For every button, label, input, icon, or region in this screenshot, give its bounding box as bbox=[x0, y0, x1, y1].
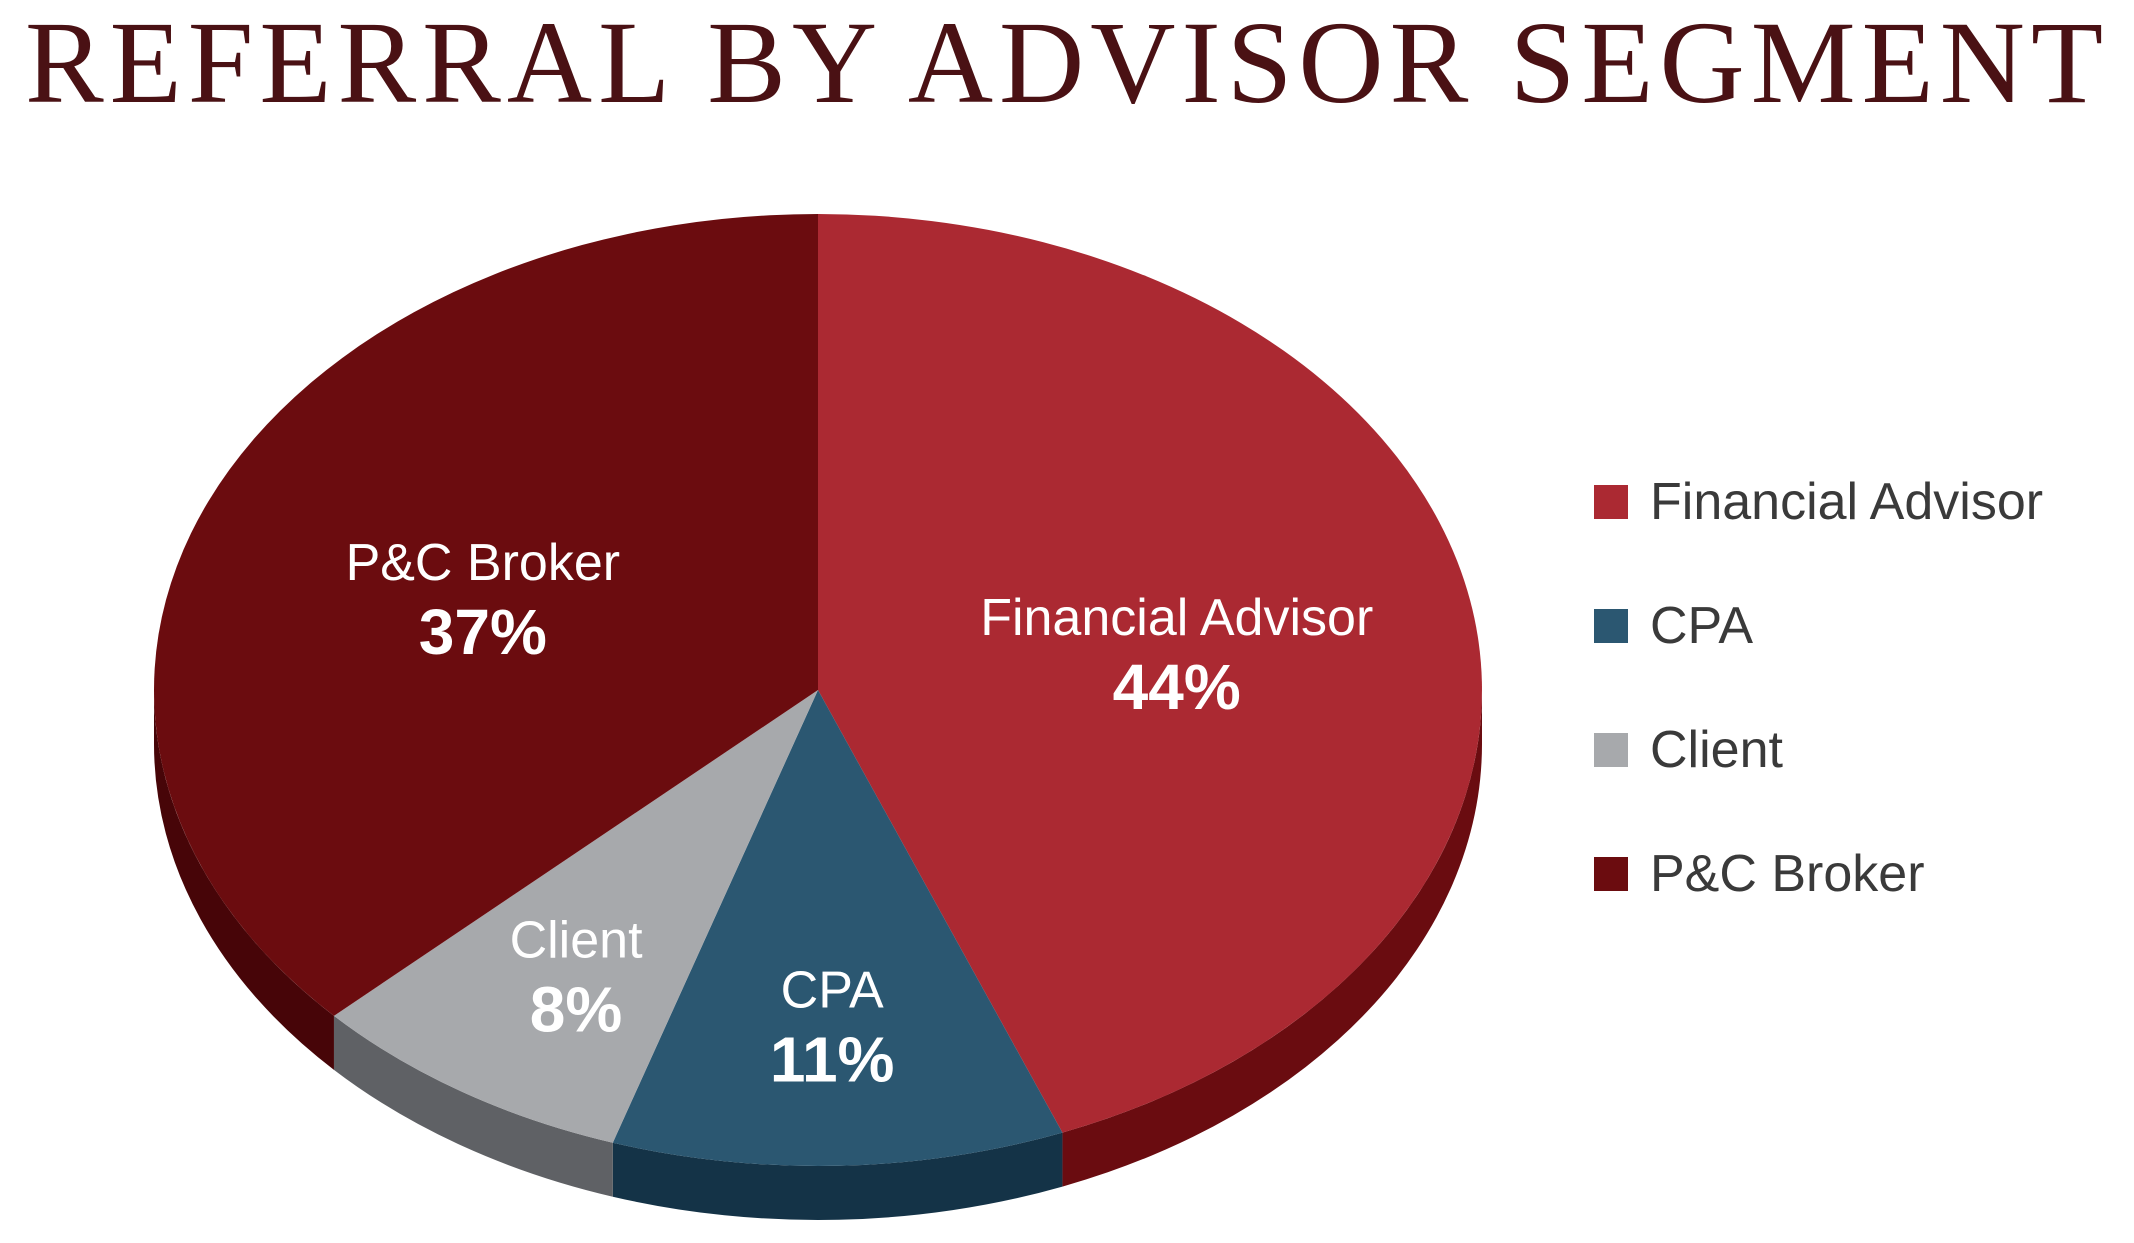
legend-label-cpa: CPA bbox=[1650, 597, 1754, 655]
slice-label-financial-advisor: Financial Advisor bbox=[980, 589, 1373, 647]
slice-label-pc-broker: P&C Broker bbox=[346, 534, 621, 592]
pie-sides bbox=[154, 690, 1482, 1220]
pie-side-client bbox=[333, 1015, 613, 1197]
pie-side-financial-advisor bbox=[1062, 690, 1482, 1187]
legend-item-client: Client bbox=[1594, 688, 2043, 812]
slice-value-cpa: 11% bbox=[770, 1024, 895, 1096]
pie-side-pc-broker bbox=[154, 690, 334, 1070]
slice-label-cpa: CPA bbox=[781, 962, 884, 1020]
slice-label-client: Client bbox=[510, 911, 643, 969]
pie-side-cpa bbox=[612, 1132, 1063, 1220]
legend-item-cpa: CPA bbox=[1594, 564, 2043, 688]
legend-swatch-client bbox=[1594, 733, 1628, 767]
legend-swatch-cpa bbox=[1594, 609, 1628, 643]
slice-value-pc-broker: 37% bbox=[419, 596, 547, 668]
legend-swatch-pc-broker bbox=[1594, 857, 1628, 891]
legend-item-financial-advisor: Financial Advisor bbox=[1594, 440, 2043, 564]
legend: Financial Advisor CPA Client P&C Broker bbox=[1594, 440, 2043, 936]
legend-label-pc-broker: P&C Broker bbox=[1650, 845, 1925, 903]
pie-slice-cpa bbox=[612, 690, 1063, 1166]
pie-slice-pc-broker bbox=[154, 214, 819, 1016]
chart-title: REFERRAL BY ADVISOR SEGMENT bbox=[24, 0, 2110, 128]
legend-label-client: Client bbox=[1650, 721, 1783, 779]
legend-label-financial-advisor: Financial Advisor bbox=[1650, 473, 2044, 531]
slice-value-client: 8% bbox=[530, 973, 623, 1045]
pie-slice-financial-advisor bbox=[818, 214, 1482, 1133]
slice-value-financial-advisor: 44% bbox=[1113, 651, 1241, 723]
pie-tops bbox=[154, 214, 1482, 1166]
legend-item-pc-broker: P&C Broker bbox=[1594, 812, 2043, 936]
pie-slice-client bbox=[333, 690, 818, 1143]
legend-swatch-financial-advisor bbox=[1594, 485, 1628, 519]
